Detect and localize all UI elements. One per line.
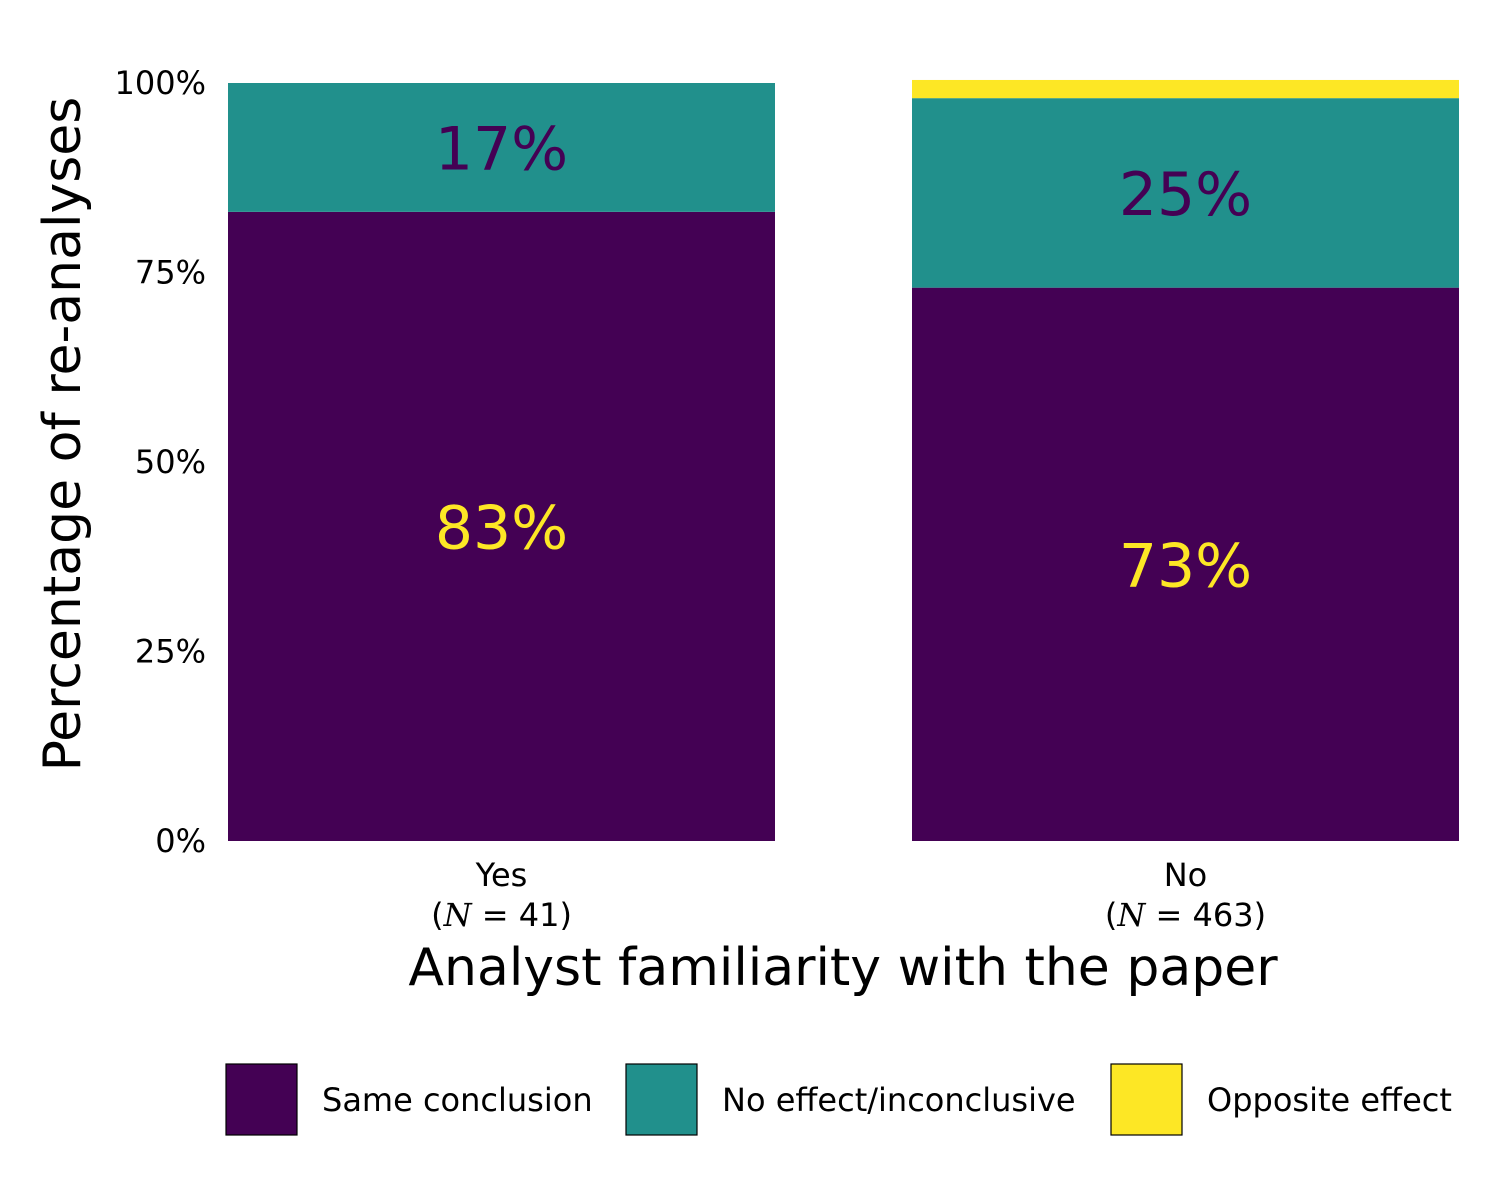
- x-tick-sample-size: (N = 463): [1105, 896, 1266, 934]
- legend-item: Opposite effect: [1110, 1063, 1452, 1136]
- data-label: 83%: [435, 493, 568, 563]
- legend-swatch: [1110, 1063, 1183, 1136]
- legend: Same conclusion No effect/inconclusive Opp…: [225, 1063, 1452, 1136]
- y-tick-label: 75%: [135, 254, 206, 292]
- data-label: 73%: [1119, 531, 1252, 601]
- legend-swatch: [625, 1063, 698, 1136]
- bar-segment: [912, 98, 1459, 288]
- sample-size-value: = 463): [1145, 896, 1266, 934]
- legend-swatch: [225, 1063, 298, 1136]
- bar-segment: [228, 211, 775, 842]
- legend-label: Opposite effect: [1207, 1081, 1452, 1119]
- legend-item: No effect/inconclusive: [625, 1063, 1076, 1136]
- data-label: 25%: [1119, 160, 1252, 230]
- y-tick-label: 100%: [115, 64, 206, 102]
- bar-segment: [912, 79, 1459, 99]
- x-tick-sample-size: (N = 41): [431, 896, 572, 934]
- sample-size-open: (: [431, 896, 443, 934]
- bar-segment: [228, 83, 775, 212]
- bar-segment: [912, 287, 1459, 841]
- x-tick-label: No: [1164, 856, 1208, 894]
- y-tick-label: 50%: [135, 443, 206, 481]
- legend-label: No effect/inconclusive: [722, 1081, 1076, 1119]
- x-axis: Yes(N = 41)No(N = 463): [431, 856, 1266, 934]
- sample-size-symbol: N: [1116, 896, 1146, 934]
- legend-item: Same conclusion: [225, 1063, 593, 1136]
- legend-label: Same conclusion: [322, 1081, 593, 1119]
- sample-size-value: = 41): [472, 896, 572, 934]
- y-axis: 0% 25% 50% 75% 100%: [115, 64, 206, 860]
- y-axis-title: Percentage of re-analyses: [33, 97, 93, 772]
- bar-labels: 83% 17% 73% 25%: [435, 114, 1252, 601]
- data-label: 17%: [435, 114, 568, 184]
- sample-size-symbol: N: [443, 896, 473, 934]
- sample-size-open: (: [1105, 896, 1117, 934]
- bars: [228, 79, 1459, 842]
- y-tick-label: 0%: [155, 822, 206, 860]
- x-axis-title: Analyst familiarity with the paper: [408, 938, 1278, 998]
- x-tick-label: Yes: [475, 856, 528, 894]
- y-tick-label: 25%: [135, 633, 206, 671]
